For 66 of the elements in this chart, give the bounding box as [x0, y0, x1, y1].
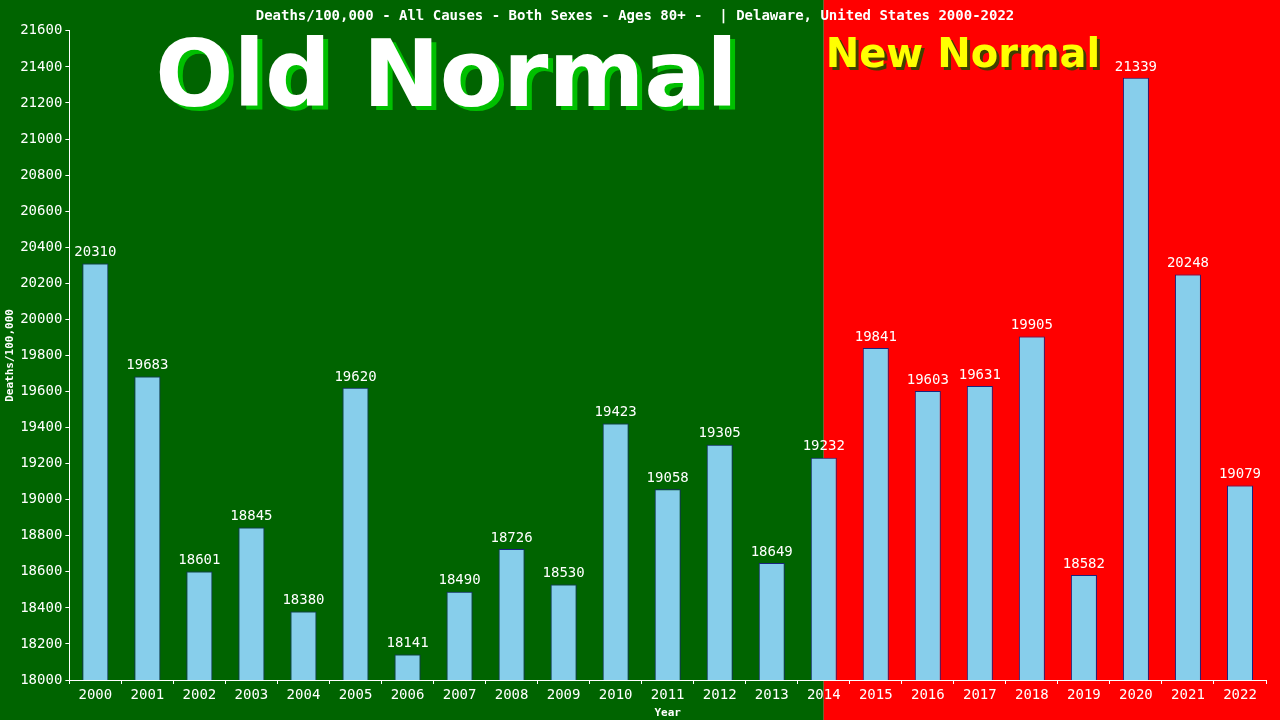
x-tick-label: 2006: [390, 686, 425, 703]
x-tick-label: 2008: [494, 686, 529, 703]
data-label: 19603: [906, 370, 949, 387]
data-label: 18490: [438, 571, 481, 588]
data-label: 18141: [386, 634, 429, 651]
y-tick-label: 19400: [20, 418, 63, 435]
y-tick-label: 19600: [20, 382, 63, 399]
x-tick-label: 2007: [442, 686, 477, 703]
y-tick-label: 20800: [20, 165, 63, 182]
data-label: 19841: [854, 327, 897, 344]
x-axis-title: Year: [654, 706, 682, 720]
x-tick-label: 2017: [962, 686, 997, 703]
data-label: 19620: [334, 367, 377, 384]
x-tick-label: 2015: [858, 686, 893, 703]
data-label: 19905: [1010, 316, 1053, 333]
data-label: 18649: [750, 542, 793, 559]
x-tick-label: 2005: [338, 686, 373, 703]
data-label: 19423: [594, 403, 637, 420]
x-tick-label: 2004: [286, 686, 321, 703]
data-label: 19305: [698, 424, 741, 441]
y-tick-label: 18000: [20, 670, 63, 687]
data-label: 18845: [230, 507, 273, 524]
y-tick-label: 18800: [20, 526, 63, 543]
x-tick-label: 2020: [1119, 686, 1153, 703]
x-tick-label: 2021: [1171, 686, 1205, 703]
x-tick-label: 2009: [546, 686, 581, 703]
x-tick-label: 2001: [130, 686, 165, 703]
y-tick-label: 18200: [20, 634, 63, 651]
y-tick-label: 21200: [20, 93, 63, 110]
data-label: 21339: [1114, 57, 1158, 74]
y-tick-label: 20600: [20, 201, 63, 218]
y-tick-label: 18400: [20, 598, 63, 615]
x-tick-label: 2003: [234, 686, 269, 703]
x-tick-label: 2000: [78, 686, 113, 703]
data-label: 19079: [1218, 465, 1262, 482]
y-axis-title: Deaths/100,000: [3, 309, 17, 402]
y-tick-label: 21600: [20, 21, 63, 38]
y-tick-label: 21000: [20, 129, 63, 146]
x-tick-label: 2022: [1223, 686, 1257, 703]
data-label: 19058: [646, 468, 689, 485]
band-label: New Normal: [825, 30, 1101, 76]
y-tick-label: 18600: [20, 562, 63, 579]
y-tick-label: 21400: [20, 57, 63, 74]
data-label: 19683: [126, 356, 169, 373]
x-tick-label: 2011: [650, 686, 685, 703]
y-tick-label: 19800: [20, 346, 63, 363]
data-label: 20310: [74, 243, 117, 260]
data-label: 18726: [490, 528, 533, 545]
y-tick-label: 20200: [20, 273, 63, 290]
y-tick-label: 20000: [20, 309, 63, 326]
data-label: 19631: [958, 365, 1001, 382]
data-label: 20248: [1166, 254, 1210, 271]
x-tick-label: 2013: [754, 686, 789, 703]
data-label: 18530: [542, 564, 585, 581]
x-tick-label: 2012: [702, 686, 737, 703]
y-tick-label: 19200: [20, 454, 63, 471]
data-label: 18582: [1062, 554, 1105, 571]
data-label: 18601: [178, 551, 221, 568]
x-tick-label: 2019: [1067, 686, 1101, 703]
x-tick-label: 2010: [598, 686, 633, 703]
data-label: 18380: [282, 591, 325, 608]
y-tick-label: 19000: [20, 490, 63, 507]
x-tick-label: 2002: [182, 686, 217, 703]
x-tick-label: 2018: [1015, 686, 1049, 703]
y-tick-label: 20400: [20, 237, 63, 254]
x-tick-label: 2016: [910, 686, 945, 703]
